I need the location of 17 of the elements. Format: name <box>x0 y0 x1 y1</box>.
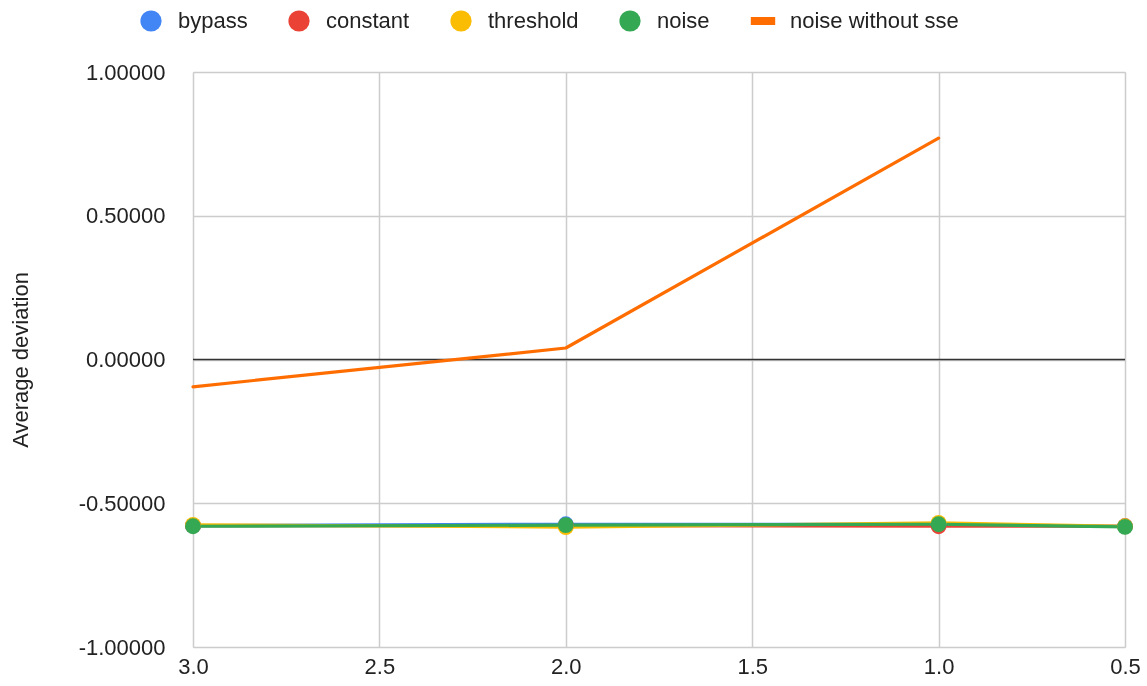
legend-label: threshold <box>488 8 579 33</box>
legend-label: noise without sse <box>790 8 959 33</box>
x-tick-label: 2.0 <box>551 653 582 679</box>
x-tick-label: 3.0 <box>178 653 209 679</box>
y-axis-title: Average deviation <box>7 272 33 448</box>
legend-label: bypass <box>178 8 248 33</box>
y-tick-label: -1.00000 <box>78 634 166 660</box>
y-tick-label: 0.50000 <box>85 203 166 229</box>
x-tick-label: 0.5 <box>1110 653 1141 679</box>
y-tick-label: 0.00000 <box>85 347 166 372</box>
y-tick-label: -0.50000 <box>78 490 166 516</box>
x-tick-label: 1.0 <box>923 653 955 679</box>
legend-label: noise <box>657 8 710 33</box>
y-tick-label: 1.00000 <box>85 59 166 85</box>
x-tick-label: 2.5 <box>364 653 396 679</box>
x-tick-label: 1.5 <box>737 653 768 679</box>
legend-label: constant <box>326 8 410 33</box>
